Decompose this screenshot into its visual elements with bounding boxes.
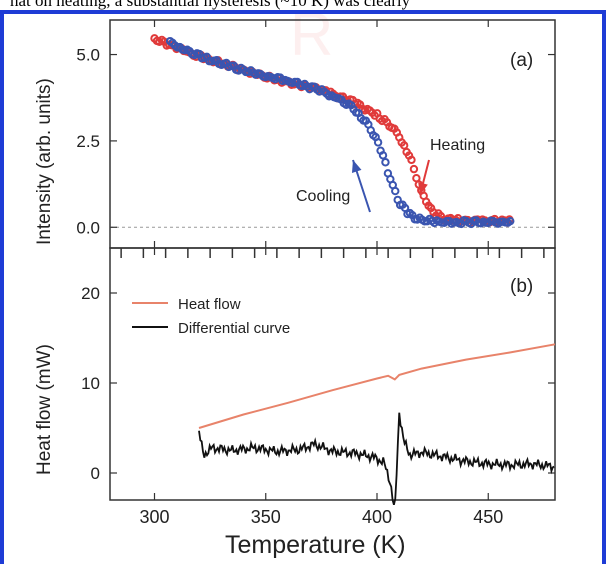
panel-a-frame <box>109 19 556 249</box>
panel-a-label: (a) <box>510 50 533 71</box>
x-tick-label: 300 <box>139 507 169 527</box>
x-tick-label: 400 <box>362 507 392 527</box>
panel-b-frame <box>109 247 556 501</box>
y-tick-label-a: 2.5 <box>76 132 100 151</box>
y-tick-label-b: 0 <box>91 464 100 483</box>
cooling-arrow-head <box>351 160 362 173</box>
y-tick-label-a: 5.0 <box>76 46 100 65</box>
x-tick-label: 350 <box>251 507 281 527</box>
legend-heat-flow-label: Heat flow <box>178 296 241 313</box>
heating-arrow-head <box>418 182 428 195</box>
heating-point <box>409 164 419 174</box>
panel-b-label: (b) <box>510 276 533 297</box>
y-tick-label-b: 10 <box>81 374 100 393</box>
heat-flow-line <box>198 343 556 429</box>
heating-point <box>399 141 409 150</box>
x-tick-label: 450 <box>473 507 503 527</box>
heating-annotation: Heating <box>430 137 485 154</box>
legend-diff-label: Differential curve <box>178 320 290 337</box>
document-frame <box>0 10 606 564</box>
cooling-point <box>373 138 383 147</box>
y-axis-label-b: Heat flow (mW) <box>34 344 55 475</box>
cooling-annotation: Cooling <box>296 188 350 205</box>
cooling-point <box>391 186 400 196</box>
heating-point <box>407 155 416 165</box>
cooling-point <box>378 151 388 160</box>
y-tick-label-b: 20 <box>81 284 100 303</box>
header-text: hat on heating, a substantial hysteresis… <box>10 0 411 10</box>
cooling-point <box>381 158 390 167</box>
cooling-point <box>506 216 515 226</box>
y-axis-label-a: Intensity (arb. units) <box>34 78 55 245</box>
y-tick-label-a: 0.0 <box>76 218 100 237</box>
differential-curve-line <box>198 412 555 505</box>
x-axis-label: Temperature (K) <box>225 531 406 559</box>
